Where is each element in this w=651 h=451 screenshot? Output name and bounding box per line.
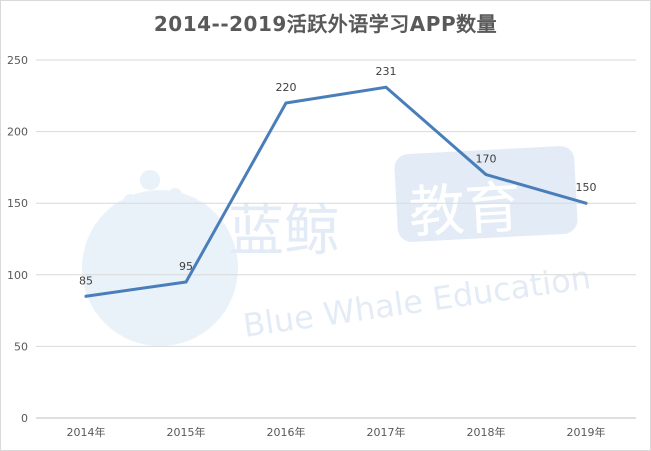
- data-label: 231: [376, 65, 397, 78]
- x-tick-label: 2019年: [567, 425, 606, 439]
- data-point: [84, 294, 88, 298]
- data-point: [184, 280, 188, 284]
- data-label: 95: [179, 260, 193, 273]
- series-polyline: [84, 85, 588, 298]
- data-point: [384, 85, 388, 89]
- data-label: 150: [576, 181, 597, 194]
- data-label: 170: [476, 153, 497, 166]
- blue-whale-watermark: 蓝鲸 教育 Blue Whale Education: [82, 146, 593, 346]
- x-tick-label: 2015年: [167, 425, 206, 439]
- series-line: [84, 85, 588, 298]
- x-tick-label: 2017年: [367, 425, 406, 439]
- y-tick-label: 100: [7, 269, 28, 282]
- data-label: 85: [79, 274, 93, 287]
- x-tick-label: 2016年: [267, 425, 306, 439]
- chart-title: 2014--2019活跃外语学习APP数量: [153, 12, 498, 36]
- data-label: 220: [276, 81, 297, 94]
- y-tick-label: 0: [21, 412, 28, 425]
- data-point: [484, 173, 488, 177]
- data-labels: 85 95 220 231 170 150: [79, 65, 597, 287]
- data-point: [584, 201, 588, 205]
- x-tick-label: 2014年: [67, 425, 106, 439]
- x-tick-label: 2018年: [467, 425, 506, 439]
- y-tick-label: 150: [7, 197, 28, 210]
- watermark-chinese: 蓝鲸: [228, 199, 340, 264]
- data-point: [284, 101, 288, 105]
- gridlines: [36, 59, 636, 419]
- y-tick-label: 200: [7, 126, 28, 139]
- watermark-english: Blue Whale Education: [241, 258, 593, 344]
- y-tick-label: 250: [7, 54, 28, 67]
- x-axis: 2014年 2015年 2016年 2017年 2018年 2019年: [67, 425, 606, 439]
- watermark-badge: 教育: [407, 175, 522, 246]
- y-tick-label: 50: [14, 340, 28, 353]
- y-axis: 0 50 100 150 200 250: [7, 54, 28, 425]
